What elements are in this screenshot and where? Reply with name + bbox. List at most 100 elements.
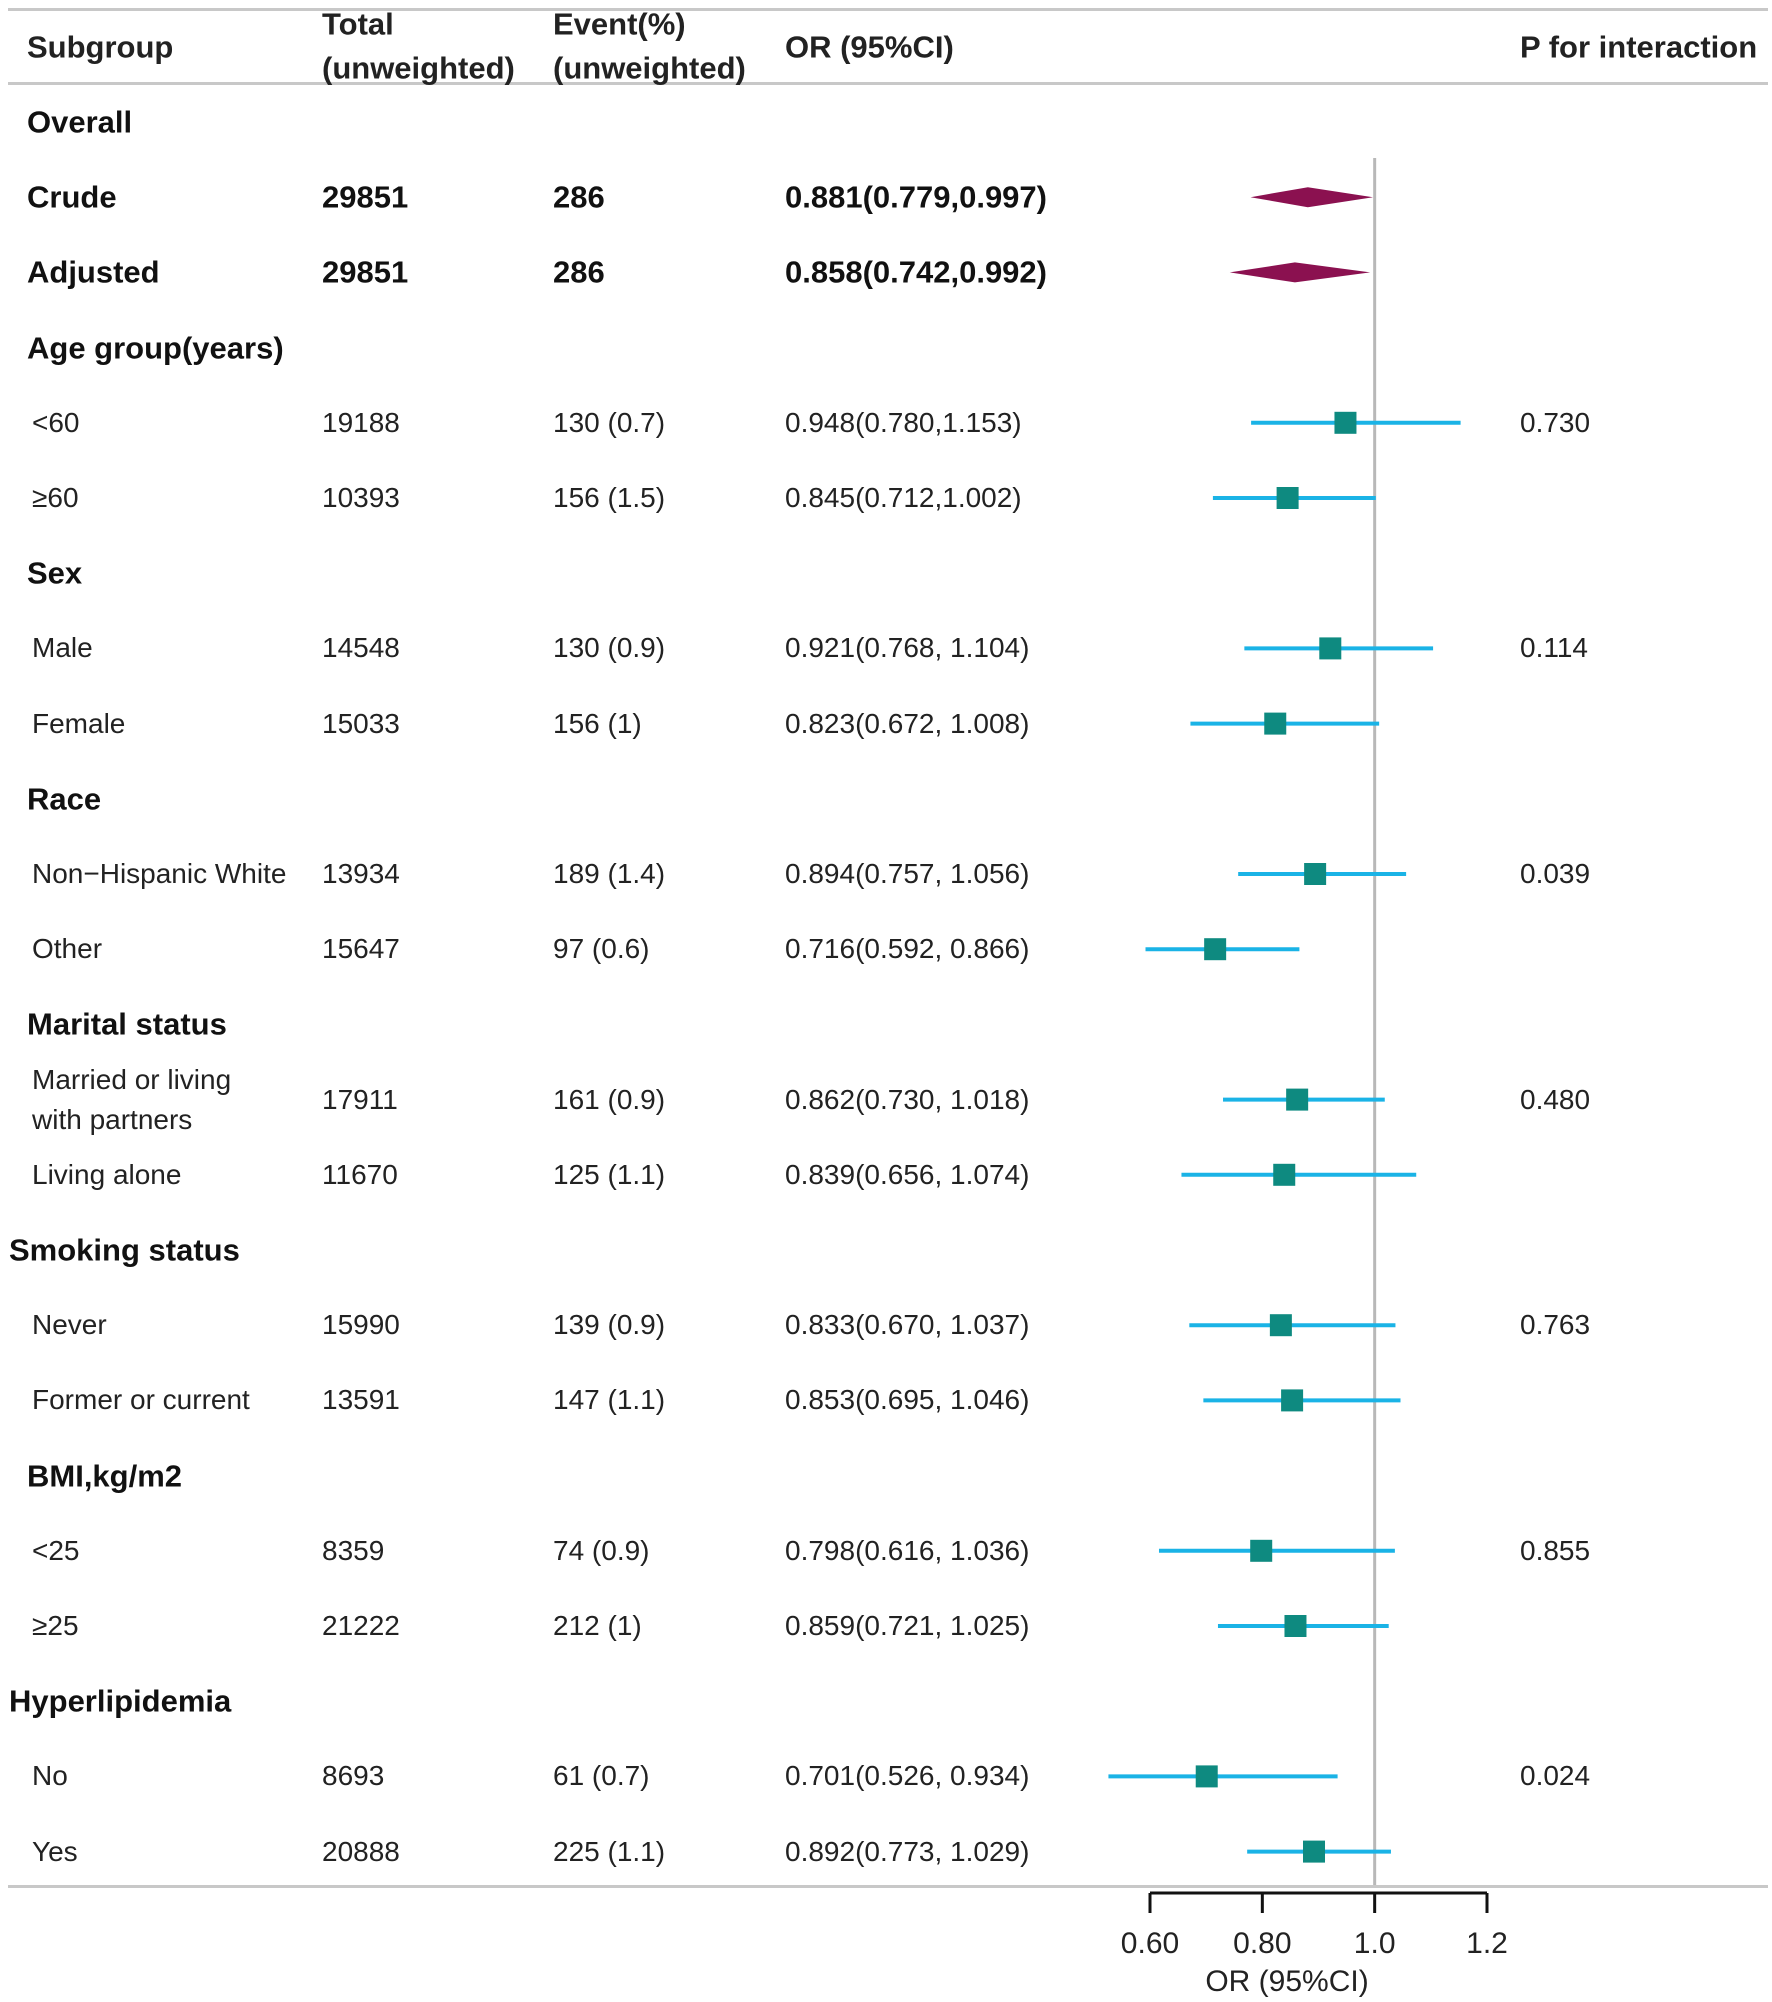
row-p-interaction: 0.039 (1520, 858, 1591, 889)
top-rule (8, 8, 1768, 11)
header-or: OR (95%CI) (785, 29, 954, 65)
row-p-interaction: 0.480 (1520, 1083, 1591, 1115)
header-subgroup: Subgroup (27, 29, 174, 65)
row-or: 0.839(0.656, 1.074) (785, 1158, 1030, 1190)
header-p: P for interaction (1520, 29, 1758, 65)
row-label: <60 (32, 406, 80, 438)
row-label-line2: with partners (32, 1103, 193, 1135)
x-tick-label: 1.0 (1353, 1927, 1396, 1960)
estimate-square (1334, 411, 1357, 434)
row-total: 29851 (322, 254, 409, 290)
row-or: 0.701(0.526, 0.934) (785, 1760, 1030, 1792)
row-or: 0.858(0.742,0.992) (785, 254, 1047, 290)
row-label: Former or current (32, 1384, 250, 1416)
header-event-1: Event(%) (553, 6, 686, 42)
header-total-1: Total (322, 6, 394, 42)
row-or: 0.823(0.672, 1.008) (785, 707, 1030, 739)
row-event: 130 (0.9) (553, 632, 666, 664)
row-event: 74 (0.9) (553, 1534, 650, 1566)
row-total: 8693 (322, 1760, 385, 1792)
estimate-square (1204, 938, 1227, 961)
row-total: 10393 (322, 482, 400, 513)
row-event: 225 (1.1) (553, 1835, 666, 1867)
estimate-square (1286, 1088, 1309, 1111)
row-event: 97 (0.6) (553, 933, 650, 965)
row-label: Crude (27, 179, 117, 215)
section-label: Overall (27, 104, 133, 140)
row-p-interaction: 0.114 (1520, 632, 1588, 664)
estimate-square (1250, 1539, 1273, 1562)
row-total: 29851 (322, 179, 409, 215)
row-label: Non−Hispanic White (32, 858, 287, 889)
row-p-interaction: 0.763 (1520, 1309, 1591, 1341)
section-label: Hyperlipidemia (9, 1683, 232, 1719)
row-or: 0.859(0.721, 1.025) (785, 1610, 1030, 1641)
row-label: Female (32, 707, 126, 739)
row-label: <25 (32, 1534, 80, 1566)
row-event: 161 (0.9) (553, 1083, 666, 1115)
row-event: 147 (1.1) (553, 1384, 666, 1416)
estimate-square (1303, 1840, 1326, 1863)
row-total: 8359 (322, 1534, 385, 1566)
estimate-diamond (1229, 262, 1371, 283)
row-p-interaction: 0.730 (1520, 406, 1591, 438)
row-total: 15033 (322, 707, 400, 739)
row-or: 0.892(0.773, 1.029) (785, 1835, 1030, 1867)
row-event: 189 (1.4) (553, 858, 666, 889)
row-event: 156 (1.5) (553, 482, 666, 513)
x-tick-label: 0.80 (1233, 1927, 1292, 1960)
row-label: No (32, 1760, 68, 1792)
estimate-square (1284, 1615, 1307, 1637)
estimate-square (1276, 487, 1299, 509)
row-or: 0.881(0.779,0.997) (785, 179, 1047, 215)
x-tick-label: 0.60 (1120, 1927, 1180, 1960)
row-label: Never (32, 1309, 107, 1341)
estimate-square (1269, 1314, 1292, 1337)
section-label: Smoking status (9, 1232, 240, 1268)
row-label: Living alone (32, 1158, 182, 1190)
x-axis-title: OR (95%CI) (1205, 1965, 1369, 1998)
row-total: 20888 (322, 1835, 400, 1867)
estimate-square (1264, 712, 1287, 735)
row-p-interaction: 0.855 (1520, 1534, 1591, 1566)
section-label: Sex (27, 555, 83, 591)
row-label: ≥60 (32, 482, 79, 513)
row-label: Other (32, 933, 103, 965)
row-total: 13934 (322, 858, 400, 889)
row-or: 0.853(0.695, 1.046) (785, 1384, 1030, 1416)
row-or: 0.948(0.780,1.153) (785, 406, 1022, 438)
row-or: 0.862(0.730, 1.018) (785, 1083, 1030, 1115)
row-event: 125 (1.1) (553, 1158, 666, 1190)
row-event: 212 (1) (553, 1610, 642, 1641)
estimate-square (1319, 637, 1342, 660)
row-or: 0.921(0.768, 1.104) (785, 632, 1030, 664)
row-total: 13591 (322, 1384, 400, 1416)
row-event: 139 (0.9) (553, 1309, 666, 1341)
row-total: 14548 (322, 632, 400, 664)
row-p-interaction: 0.024 (1520, 1760, 1591, 1792)
row-or: 0.845(0.712,1.002) (785, 482, 1022, 513)
section-label: BMI,kg/m2 (27, 1458, 183, 1494)
row-event: 286 (553, 254, 605, 290)
row-total: 19188 (322, 406, 400, 438)
x-tick-label: 1.2 (1466, 1927, 1508, 1960)
row-or: 0.833(0.670, 1.037) (785, 1309, 1030, 1341)
row-event: 130 (0.7) (553, 406, 666, 438)
row-total: 15647 (322, 933, 400, 965)
row-or: 0.798(0.616, 1.036) (785, 1534, 1030, 1566)
estimate-square (1273, 1163, 1296, 1186)
row-total: 15990 (322, 1309, 400, 1341)
row-event: 61 (0.7) (553, 1760, 650, 1792)
row-or: 0.894(0.757, 1.056) (785, 858, 1030, 889)
row-label: Married or living (32, 1063, 232, 1095)
estimate-square (1195, 1765, 1218, 1788)
header-total-2: (unweighted) (322, 50, 515, 86)
estimate-square (1304, 863, 1327, 885)
estimate-diamond (1250, 187, 1373, 208)
row-label: Yes (32, 1835, 78, 1867)
section-label: Marital status (27, 1006, 227, 1042)
row-event: 156 (1) (553, 707, 642, 739)
bottom-rule (8, 1885, 1768, 1888)
section-label: Race (27, 781, 102, 817)
